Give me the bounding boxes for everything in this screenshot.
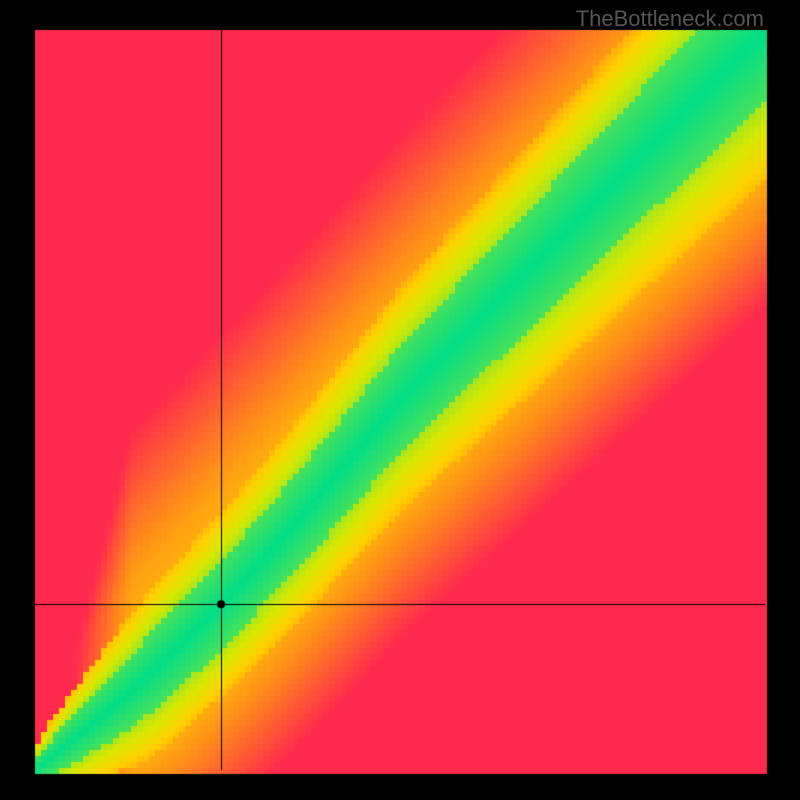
chart-container: TheBottleneck.com: [0, 0, 800, 800]
bottleneck-heatmap: [0, 0, 800, 800]
watermark-text: TheBottleneck.com: [576, 6, 764, 32]
